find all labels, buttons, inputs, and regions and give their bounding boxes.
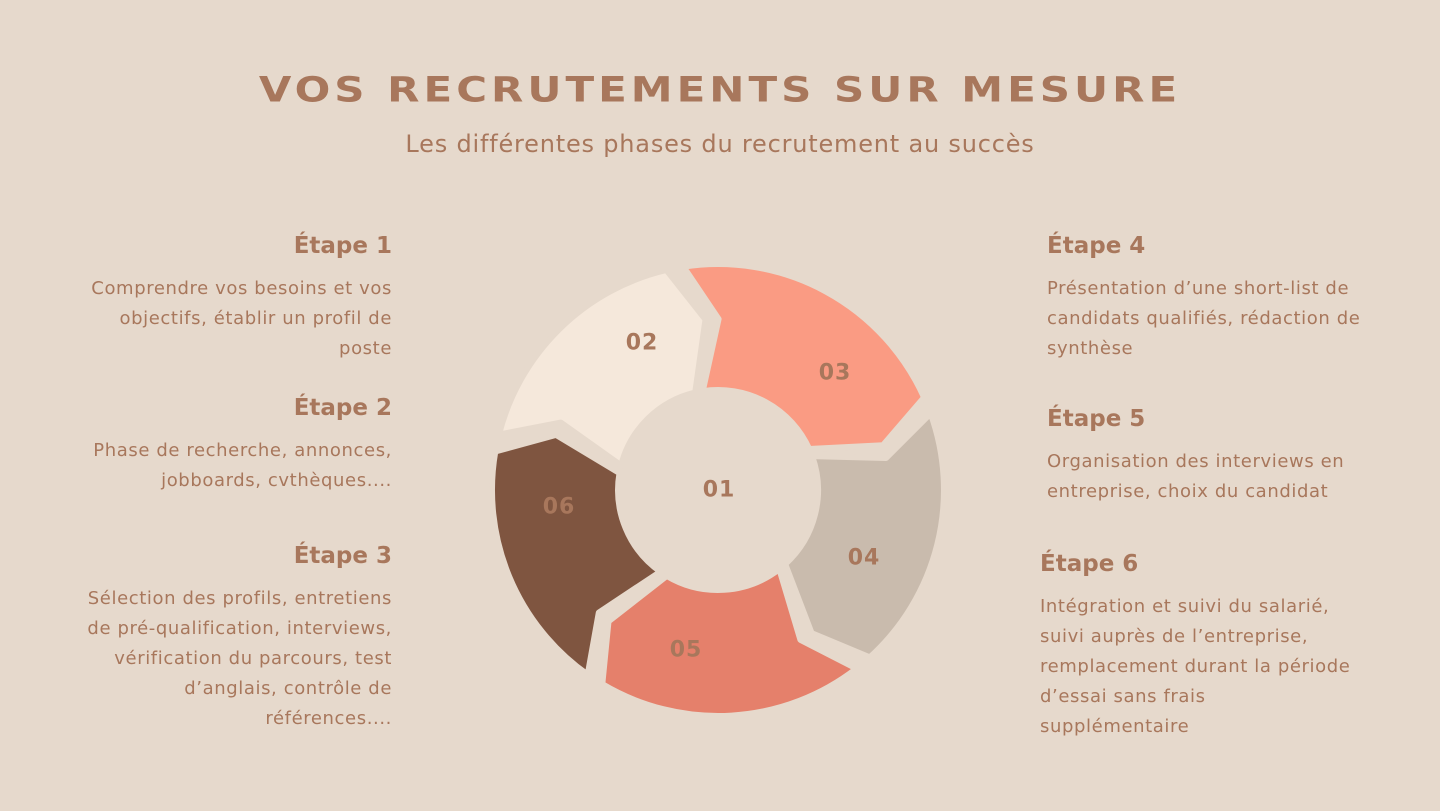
step-1-text: Comprendre vos besoins et vos objectifs,…: [91, 278, 392, 359]
page-title: VOS RECRUTEMENTS SUR MESURE: [258, 69, 1182, 110]
step-4-title: Étape 4: [1047, 233, 1146, 259]
segment-label-03: 03: [819, 361, 852, 386]
step-6-text: Intégration et suivi du salarié, suivi a…: [1040, 596, 1351, 737]
cycle-segment-04: [782, 410, 947, 661]
center-circle: [620, 392, 816, 588]
segment-label-05: 05: [670, 638, 703, 663]
step-6: Étape 6 Intégration et suivi du salarié,…: [1040, 550, 1360, 742]
step-6-title: Étape 6: [1040, 551, 1139, 577]
segment-label-06: 06: [543, 495, 576, 520]
segment-label-02: 02: [626, 331, 659, 356]
step-1: Étape 1 Comprendre vos besoins et vos ob…: [62, 232, 392, 364]
step-2: Étape 2 Phase de recherche, annonces, jo…: [62, 394, 392, 496]
step-4: Étape 4 Présentation d’une short-list de…: [1047, 232, 1377, 364]
step-2-title: Étape 2: [293, 395, 392, 421]
center-label: 01: [703, 478, 736, 503]
step-4-text: Présentation d’une short-list de candida…: [1047, 278, 1361, 359]
cycle-segment-02: [495, 267, 709, 469]
step-3-text: Sélection des profils, entretiens de pré…: [87, 588, 392, 729]
step-5-text: Organisation des interviews en entrepris…: [1047, 451, 1345, 502]
cycle-segment-06: [489, 431, 664, 678]
step-2-text: Phase de recherche, annonces, jobboards,…: [93, 440, 392, 491]
segment-label-04: 04: [848, 546, 881, 571]
cycle-segment-05: [599, 566, 860, 719]
cycle-segment-03: [680, 261, 928, 452]
step-3: Étape 3 Sélection des profils, entretien…: [62, 542, 392, 734]
step-5-title: Étape 5: [1047, 406, 1146, 432]
step-3-title: Étape 3: [293, 543, 392, 569]
step-1-title: Étape 1: [293, 233, 392, 259]
step-5: Étape 5 Organisation des interviews en e…: [1047, 405, 1377, 507]
page-subtitle: Les différentes phases du recrutement au…: [405, 130, 1035, 158]
cycle-segments: 02 03 04 05 06: [489, 261, 947, 719]
